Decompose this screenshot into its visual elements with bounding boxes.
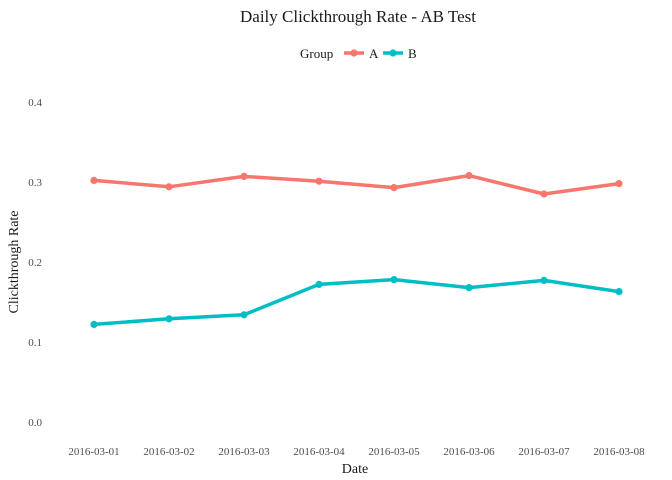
legend-label-b: B bbox=[408, 46, 417, 61]
legend-key-point-a bbox=[350, 49, 358, 57]
x-axis-ticks: 2016-03-01 2016-03-02 2016-03-03 2016-03-04… bbox=[68, 446, 645, 458]
y-tick-label: 0.4 bbox=[28, 97, 42, 109]
x-tick-label: 2016-03-06 bbox=[443, 446, 495, 458]
y-axis-ticks: 0.0 0.1 0.2 0.3 0.4 bbox=[28, 97, 42, 429]
x-tick-label: 2016-03-03 bbox=[218, 446, 270, 458]
series-line-a bbox=[92, 173, 621, 196]
legend-label-a: A bbox=[369, 46, 379, 61]
x-tick-label: 2016-03-02 bbox=[143, 446, 194, 458]
data-point-a bbox=[315, 177, 323, 185]
x-tick-label: 2016-03-04 bbox=[293, 446, 345, 458]
y-axis-title: Clickthrough Rate bbox=[7, 210, 22, 313]
y-tick-label: 0.3 bbox=[28, 177, 42, 189]
data-point-a bbox=[165, 183, 173, 191]
data-point-b bbox=[615, 288, 623, 296]
chart-title: Daily Clickthrough Rate - AB Test bbox=[240, 7, 476, 26]
y-tick-label: 0.0 bbox=[28, 417, 42, 429]
legend: Group A B bbox=[300, 46, 417, 61]
x-tick-label: 2016-03-01 bbox=[68, 446, 119, 458]
series-line-b bbox=[92, 277, 621, 327]
x-tick-label: 2016-03-05 bbox=[368, 446, 420, 458]
data-point-b bbox=[390, 276, 398, 284]
data-point-a bbox=[240, 172, 248, 180]
legend-key-point-b bbox=[389, 49, 397, 57]
series-layer bbox=[90, 172, 623, 328]
data-point-a bbox=[390, 184, 398, 192]
legend-title: Group bbox=[300, 46, 333, 61]
data-point-b bbox=[315, 280, 323, 288]
data-point-b bbox=[240, 311, 248, 319]
x-axis-title: Date bbox=[342, 462, 368, 477]
y-tick-label: 0.1 bbox=[28, 337, 42, 349]
data-point-b bbox=[465, 284, 473, 292]
y-tick-label: 0.2 bbox=[28, 257, 42, 269]
data-point-b bbox=[90, 320, 98, 328]
data-point-a bbox=[90, 176, 98, 184]
data-point-a bbox=[465, 172, 473, 180]
x-tick-label: 2016-03-08 bbox=[593, 446, 645, 458]
data-point-a bbox=[615, 180, 623, 188]
x-tick-label: 2016-03-07 bbox=[518, 446, 570, 458]
data-point-a bbox=[540, 190, 548, 198]
data-point-b bbox=[165, 315, 173, 323]
data-point-b bbox=[540, 276, 548, 284]
